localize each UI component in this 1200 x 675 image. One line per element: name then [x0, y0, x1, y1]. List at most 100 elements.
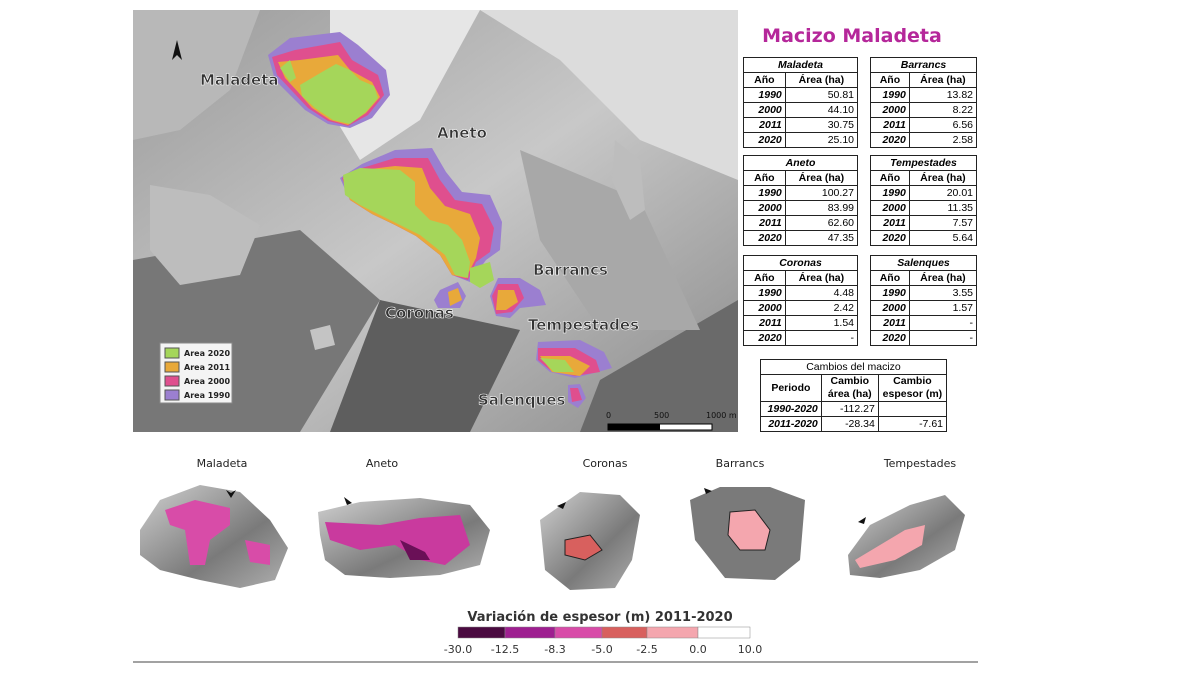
row: Tempestades [870, 155, 977, 171]
map-label: Aneto [437, 124, 487, 142]
cell: 2000 [743, 200, 786, 216]
table-title: Barrancs [870, 57, 977, 73]
panel-title: Tempestades [883, 457, 957, 470]
panel-title: Barrancs [716, 457, 765, 470]
cell: 8.22 [908, 102, 978, 118]
cell: 5.64 [908, 230, 978, 246]
header-cell: Año [870, 270, 910, 286]
table-title: Tempestades [870, 155, 977, 171]
colorbar-label: -12.5 [491, 643, 519, 656]
map-label: Coronas [385, 304, 454, 322]
legend-swatch [164, 389, 180, 401]
header-cell: Área (ha) [908, 270, 978, 286]
cell: 50.81 [784, 87, 859, 103]
row: 2020- [743, 330, 859, 346]
cell: 2000 [743, 102, 786, 118]
thickness-panels [140, 485, 965, 590]
row: Año Área (ha) [743, 72, 859, 88]
row: Salenques [870, 255, 977, 271]
map-label: Tempestades [528, 316, 639, 334]
row: 2000 44.10 [743, 102, 859, 118]
cell: -28.34 [820, 416, 879, 432]
map-label: Salenques [478, 391, 566, 409]
map-label: Maladeta [200, 71, 279, 89]
legend-swatch [164, 375, 180, 387]
colorbar-label: 0.0 [689, 643, 707, 656]
row: 2020 47.35 [743, 230, 859, 246]
cell: 1.54 [784, 315, 859, 331]
row: 2011 30.75 [743, 117, 859, 133]
cell: 1990 [743, 87, 786, 103]
cell: 2000 [870, 102, 910, 118]
area-table: Tempestades Año Área (ha) 1990 20.01 2000 11.3… [870, 155, 978, 246]
panel-title: Aneto [366, 457, 399, 470]
colorbar-segment [457, 626, 506, 639]
scale-label: 0 [606, 411, 611, 420]
row: 2011-2020 -28.34 -7.61 [760, 416, 948, 432]
cell: 3.55 [908, 285, 978, 301]
cell: 30.75 [784, 117, 859, 133]
cell: 6.56 [908, 117, 978, 133]
row: Año Área (ha) [870, 170, 978, 186]
row: 2011 1.54 [743, 315, 859, 331]
header-cell: Año [743, 72, 786, 88]
changes-table: Cambios del macizo Periodo Cambio área (ha… [760, 359, 948, 432]
colorbar-segment [601, 626, 648, 639]
colorbar-label: -30.0 [444, 643, 472, 656]
cell: 2.58 [908, 132, 978, 148]
colorbar-segment [646, 626, 699, 639]
cell: 2011 [743, 215, 786, 231]
header-cell: Cambio área (ha) [820, 374, 879, 402]
north-arrows [226, 488, 866, 524]
row: 2000 1.57 [870, 300, 978, 316]
table-title: Coronas [743, 255, 858, 271]
header-cell: Año [743, 270, 786, 286]
scale-label: 1000 m [706, 411, 737, 420]
colorbar-label: -5.0 [591, 643, 612, 656]
row: Año Área (ha) [743, 270, 859, 286]
row: 2011 7.57 [870, 215, 978, 231]
header-cell: Área (ha) [908, 72, 978, 88]
cell: 2011 [743, 315, 786, 331]
cell: 1.57 [908, 300, 978, 316]
area-table: Aneto Año Área (ha) 1990 100.27 2000 83.99 2011… [743, 155, 859, 246]
row: 2000 8.22 [870, 102, 978, 118]
row: Año Área (ha) [870, 270, 978, 286]
cell: - [908, 330, 978, 346]
panel-title: Maladeta [197, 457, 248, 470]
row: 1990 20.01 [870, 185, 978, 201]
row: 1990-2020 -112.27 [760, 401, 948, 417]
table-title: Salenques [870, 255, 977, 271]
colorbar-label: -8.3 [544, 643, 565, 656]
area-table: Barrancs Año Área (ha) 1990 13.82 2000 8.22 201… [870, 57, 978, 148]
cell: 2.42 [784, 300, 859, 316]
cell [877, 401, 948, 417]
row: 2011 62.60 [743, 215, 859, 231]
colorbar-segment [697, 626, 751, 639]
cell: 2020 [743, 132, 786, 148]
cell: 2011-2020 [760, 416, 822, 432]
legend-label: Area 2011 [184, 363, 230, 372]
cell: 47.35 [784, 230, 859, 246]
row: 1990 100.27 [743, 185, 859, 201]
row: Barrancs [870, 57, 977, 73]
row: 1990 3.55 [870, 285, 978, 301]
cell: 2011 [870, 117, 910, 133]
legend-swatch [164, 361, 180, 373]
header-cell: Año [870, 72, 910, 88]
cell: 25.10 [784, 132, 859, 148]
cell: - [908, 315, 978, 331]
row: 2020 5.64 [870, 230, 978, 246]
panel-title: Coronas [583, 457, 628, 470]
table-title: Cambios del macizo [760, 359, 947, 375]
header-cell: Área (ha) [784, 72, 859, 88]
row: Maladeta [743, 57, 858, 73]
cell: 13.82 [908, 87, 978, 103]
header-cell: Cambio espesor (m) [877, 374, 948, 402]
cell: 2011 [870, 215, 910, 231]
row: Año Área (ha) [870, 72, 978, 88]
row: 2020 2.58 [870, 132, 978, 148]
colorbar-label: 10.0 [738, 643, 763, 656]
